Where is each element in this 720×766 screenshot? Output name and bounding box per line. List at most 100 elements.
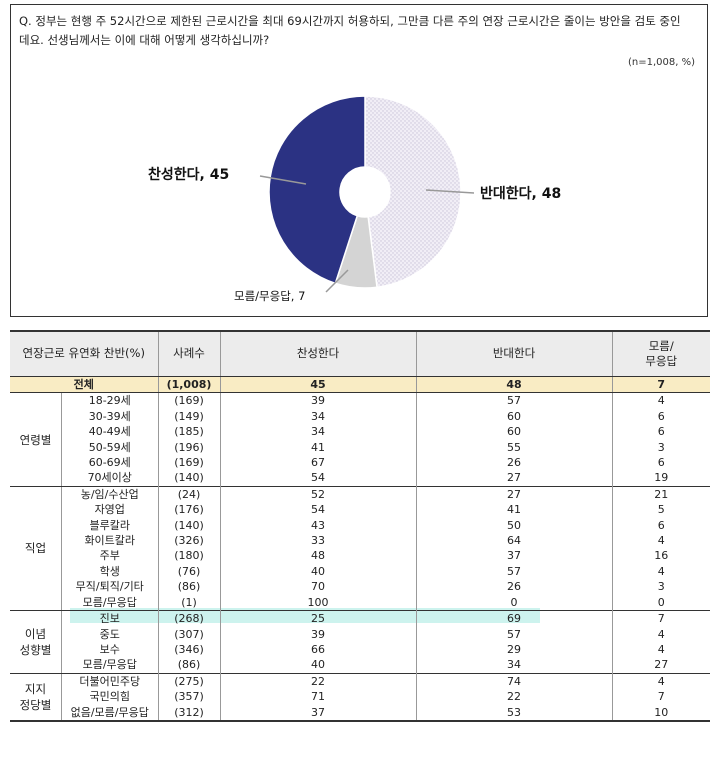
row-agree: 54 (220, 502, 417, 518)
slice-disagree (364, 95, 462, 289)
row-disagree: 0 (416, 594, 613, 611)
row-n: (86) (158, 657, 221, 674)
row-label: 자영업 (94, 503, 125, 517)
row-label: 무직/퇴직/기타 (75, 580, 144, 594)
table-row: 이념 성향별 진보 (268) 25 69 7 (10, 610, 710, 673)
row-disagree: 37 (416, 548, 613, 564)
row-disagree: 57 (416, 626, 613, 642)
row-agree: 33 (220, 533, 417, 549)
table-row: 50-59세 (196) 41 55 3 (10, 439, 710, 456)
leader-dontknow (325, 269, 349, 293)
table-row: 연령별 18-29세 (169) 39 57 4 (10, 392, 710, 486)
row-dontknow: 3 (657, 440, 665, 454)
row-n: (185) (158, 424, 221, 440)
row-disagree: 34 (416, 657, 613, 674)
row-label: 국민의힘 (89, 690, 130, 704)
slice-label-dontknow: 모름/무응답, 7 (234, 289, 306, 303)
row-label: 농/임/수산업 (80, 487, 139, 501)
row-dontknow: 7 (612, 610, 710, 627)
row-disagree: 48 (416, 375, 613, 394)
row-label-cell: 이념 성향별 진보 (10, 610, 159, 673)
table-row: 주부 (180) 48 37 16 (10, 548, 710, 564)
row-agree: 40 (220, 563, 417, 580)
row-label: 화이트칼라 (84, 534, 136, 548)
slice-agree (268, 95, 366, 285)
row-agree: 67 (220, 455, 417, 471)
row-agree: 25 (220, 610, 417, 627)
group-label: 지지 정당별 (10, 673, 62, 720)
row-n: (180) (158, 548, 221, 564)
row-label-cell: 직업 농/임/수산업 (10, 485, 159, 611)
pie-slices (268, 95, 462, 289)
row-disagree: 57 (416, 392, 613, 409)
row-dontknow: 4 (657, 627, 665, 641)
row-n: (1) (158, 594, 221, 611)
row-label: 없음/모름/무응답 (70, 705, 149, 719)
row-dontknow: 21 (612, 485, 710, 503)
row-n: (357) (158, 689, 221, 705)
question-box: Q. 정부는 현행 주 52시간으로 제한된 근로시간을 최대 69시간까지 허… (10, 4, 708, 317)
row-disagree: 22 (416, 689, 613, 705)
table-row: 블루칼라 (140) 43 50 6 (10, 517, 710, 534)
row-disagree: 74 (416, 672, 613, 690)
question-text: Q. 정부는 현행 주 52시간으로 제한된 근로시간을 최대 69시간까지 허… (19, 14, 681, 47)
row-agree: 70 (220, 579, 417, 595)
row-dontknow: 6 (657, 409, 665, 423)
header-dontknow: 모름/ 무응답 (612, 330, 710, 377)
row-agree: 39 (220, 626, 417, 642)
table-row: 30-39세 (149) 34 60 6 (10, 408, 710, 425)
row-n: (312) (158, 704, 221, 722)
sample-note: (n=1,008, %) (627, 57, 695, 68)
row-label: 30-39세 (88, 409, 131, 423)
row-dontknow: 5 (657, 503, 665, 517)
row-n: (275) (158, 672, 221, 690)
table-row: 보수 (346) 66 29 4 (10, 641, 710, 658)
row-dontknow: 19 (654, 471, 669, 485)
row-disagree: 41 (416, 502, 613, 518)
table-row: 국민의힘 (357) 71 22 7 (10, 689, 710, 705)
table-row: 화이트칼라 (326) 33 64 4 (10, 533, 710, 549)
row-label: 18-29세 (88, 394, 131, 408)
row-n: (196) (158, 439, 221, 456)
header-agree: 찬성한다 (220, 330, 417, 377)
row-agree: 40 (220, 657, 417, 674)
group-label: 직업 (10, 486, 62, 611)
row-label: 진보 (99, 612, 120, 626)
slice-label-agree: 찬성한다, 45 (148, 167, 230, 183)
row-n: (307) (158, 626, 221, 642)
row-disagree: 27 (416, 470, 613, 487)
table-row: 40-49세 (185) 34 60 6 (10, 424, 710, 440)
header-n: 사례수 (158, 330, 221, 377)
row-n: (140) (158, 470, 221, 487)
slice-label-disagree: 반대한다, 48 (480, 186, 562, 202)
table-row: 자영업 (176) 54 41 5 (10, 502, 710, 518)
row-label: 모름/무응답 (82, 595, 137, 609)
row-dontknow: 4 (657, 534, 665, 548)
row-dontknow: 6 (657, 518, 665, 532)
row-agree: 43 (220, 517, 417, 534)
row-disagree: 64 (416, 533, 613, 549)
row-agree: 66 (220, 641, 417, 658)
row-label: 중도 (99, 627, 120, 641)
row-label: 전체 (10, 375, 159, 394)
header-category: 연장근로 유연화 찬반(%) (10, 330, 159, 377)
row-label: 70세이상 (87, 471, 132, 485)
row-dontknow: 16 (654, 549, 669, 563)
table-row: 없음/모름/무응답 (312) 37 53 10 (10, 704, 710, 722)
table-row: 70세이상 (140) 54 27 19 (10, 470, 710, 487)
crosstab-table: 연장근로 유연화 찬반(%) 사례수 찬성한다 반대한다 모름/ 무응답 전체(… (10, 330, 710, 722)
table-row: 60-69세 (169) 67 26 6 (10, 455, 710, 471)
row-label-cell: 연령별 18-29세 (10, 392, 159, 486)
leader-disagree (425, 189, 475, 194)
row-disagree: 26 (416, 579, 613, 595)
row-disagree: 55 (416, 439, 613, 456)
row-label: 블루칼라 (89, 518, 130, 532)
row-n: (1,008) (158, 375, 221, 394)
table-row: 모름/무응답 (86) 40 34 27 (10, 657, 710, 674)
row-label: 40-49세 (88, 425, 131, 439)
row-n: (149) (158, 408, 221, 425)
row-label: 주부 (99, 549, 120, 563)
row-dontknow: 7 (612, 375, 710, 394)
row-n: (169) (158, 392, 221, 409)
row-n: (76) (158, 563, 221, 580)
